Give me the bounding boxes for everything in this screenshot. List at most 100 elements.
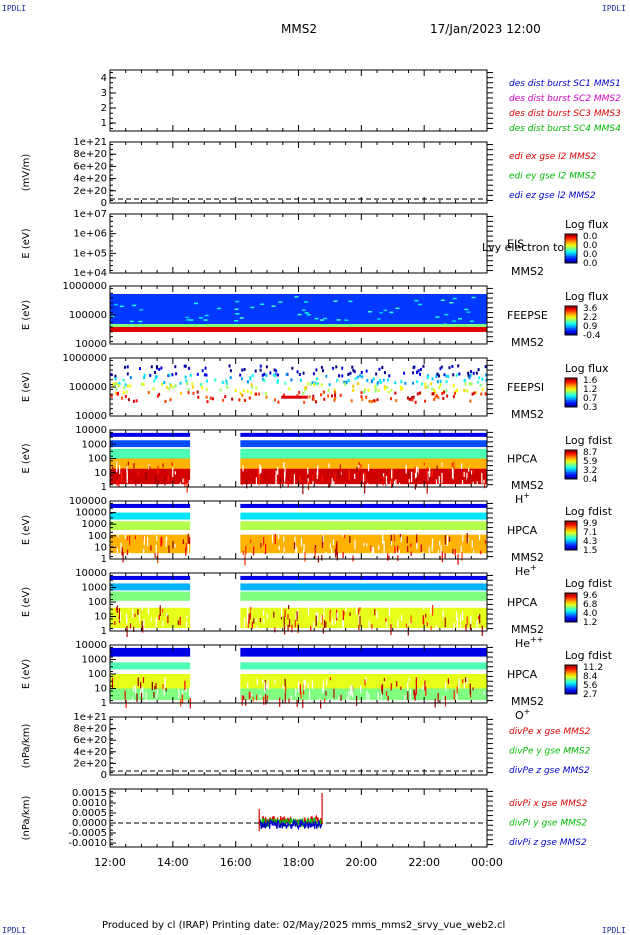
spectrogram-cell [141, 382, 144, 386]
spectrogram-cell [114, 383, 117, 387]
spectrogram-cell [206, 400, 209, 404]
y-tick-label: 100000 [69, 310, 107, 321]
spectrogram-cell [120, 542, 122, 553]
spectrogram-cell [279, 478, 282, 489]
spectrogram-cell [419, 367, 422, 371]
spectrogram-cell [388, 374, 391, 378]
spectrogram-cell [459, 624, 462, 630]
spectrogram-cell [184, 364, 187, 368]
spectrogram-cell [259, 464, 261, 475]
spectrogram-cell [156, 394, 159, 398]
spectrogram-band [110, 503, 191, 508]
spectrogram-cell [456, 552, 458, 558]
spectrogram-cell [303, 400, 306, 404]
spectrogram-cell [376, 381, 379, 385]
spectrogram-cell [323, 397, 326, 401]
spectrogram-cell [465, 624, 467, 631]
spectrogram-cell [452, 395, 455, 399]
spectrogram-cell [300, 378, 303, 382]
spectrogram-cell [444, 553, 446, 559]
colorbar-title: Log fdist [565, 649, 613, 662]
spectrogram-cell [406, 396, 409, 400]
spectrogram-cell [434, 395, 437, 399]
spectrogram-cell [151, 681, 153, 691]
spectrogram-cell [265, 395, 268, 399]
colorbar-tick-label: 8.7 [583, 448, 597, 458]
spectrogram-cell [155, 365, 158, 369]
spectrogram-cell [337, 475, 339, 480]
spectrogram-cell [265, 373, 268, 377]
spectrogram-cell [435, 374, 438, 378]
spectrogram-cell [387, 695, 389, 702]
spectrogram-cell [299, 684, 301, 695]
spectrogram-cell [484, 365, 487, 369]
spacecraft-label: MMS2 [511, 479, 544, 492]
x-tick-label: 18:00 [283, 856, 315, 869]
spectrogram-cell [184, 375, 187, 379]
spectrogram-cell [295, 688, 297, 697]
y-tick-label: 1 [101, 118, 107, 129]
spectrogram-cell [252, 696, 254, 702]
spectrogram-cell [240, 377, 243, 381]
spectrogram-cell [359, 607, 361, 612]
y-axis-label: E (eV) [21, 659, 32, 689]
y-tick-label: 100 [88, 531, 107, 542]
spectrogram-cell [457, 364, 460, 368]
spectrogram-cell [478, 533, 481, 541]
spectrogram-cell [321, 542, 324, 548]
spectrogram-cell [406, 536, 408, 544]
spectrogram-cell [378, 367, 381, 371]
spectrogram-cell [377, 388, 380, 392]
spectrogram-cell [205, 395, 208, 399]
y-tick-label: 1000000 [62, 281, 107, 292]
spectrogram-cell [395, 307, 400, 310]
spectrogram-cell [182, 478, 184, 483]
spectrogram-cell [115, 387, 118, 391]
spectrogram-cell [145, 472, 147, 481]
spectrogram-cell [274, 627, 276, 633]
spectrogram-cell [377, 692, 379, 703]
spectrogram-cell [277, 466, 279, 475]
spectrogram-cell [469, 471, 472, 479]
spectrogram-cell [416, 534, 418, 544]
spectrogram-cell [243, 617, 246, 628]
spectrogram-cell [433, 397, 436, 401]
spectrogram-cell [400, 380, 403, 384]
spectrogram-cell [469, 683, 471, 695]
spectrogram-cell [187, 388, 190, 392]
y-tick-label: 6e+20 [73, 161, 107, 172]
spectrogram-cell [229, 376, 232, 380]
spacecraft-title: MMS2 [281, 22, 317, 36]
spectrogram-cell [375, 372, 378, 376]
spectrogram-cell [255, 694, 258, 701]
spectrogram-cell [111, 678, 114, 688]
y-tick-label: 4e+20 [73, 174, 107, 185]
spectrogram-cell [110, 394, 113, 398]
colorbar-tick-label: 6.8 [583, 600, 598, 610]
spectrogram-cell [172, 541, 174, 549]
spectrogram-cell [159, 605, 161, 617]
spectrogram-cell [456, 622, 458, 631]
spectrogram-cell [401, 614, 403, 622]
spectrogram-cell [452, 320, 457, 322]
spectrogram-cell [358, 466, 360, 470]
spectrogram-cell [283, 483, 286, 492]
spectrogram-cell [367, 310, 372, 313]
spectrogram-cell [243, 398, 246, 402]
spectrogram-cell [431, 538, 434, 547]
spectrogram-cell [273, 368, 276, 372]
spectrogram-cell [156, 689, 159, 694]
spectrogram-cell [433, 388, 436, 392]
spectrogram-cell [163, 381, 166, 385]
spectrogram-cell [385, 618, 387, 622]
spectrogram-cell [158, 614, 160, 621]
spectrogram-cell [198, 317, 203, 319]
spectrogram-cell [358, 464, 360, 468]
spectrogram-cell [124, 533, 126, 539]
spectrogram-cell [149, 373, 152, 377]
spectrogram-cell [201, 369, 204, 373]
instrument-label: HPCA [507, 453, 538, 466]
spectrogram-cell [126, 384, 129, 388]
spectrogram-cell [274, 679, 276, 685]
spectrogram-cell [469, 320, 474, 322]
